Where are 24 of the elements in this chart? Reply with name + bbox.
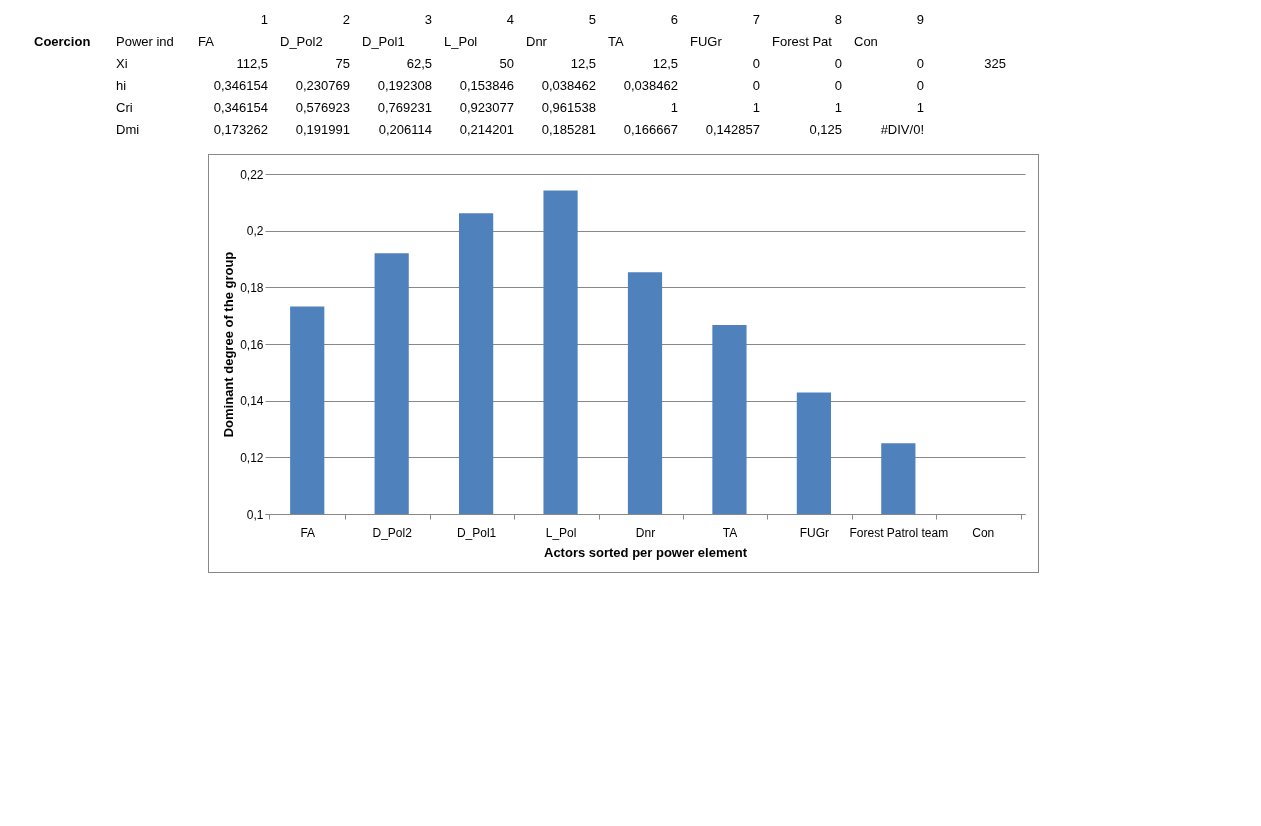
- x-axis-title: Actors sorted per power element: [544, 544, 748, 560]
- text: Xi 112,5 75 62,5 50 12,5 12,5 0 0 0 325: [116, 55, 1006, 71]
- y-tick-label: 0,1: [246, 507, 264, 522]
- x-tick-label: D_Pol2: [372, 525, 413, 540]
- x-tick-label: FA: [300, 525, 316, 540]
- text: 1 2 3 4 5 6 7 8 9: [260, 11, 924, 27]
- x-tick-label: L_Pol: [545, 525, 577, 540]
- y-axis-title: Dominant degree of the group: [221, 251, 237, 438]
- x-tick-label: TA: [722, 525, 738, 540]
- x-tick-label: FUGr: [799, 525, 830, 540]
- y-tick-label: 0,18: [240, 280, 264, 295]
- x-tick-label: Con: [972, 525, 995, 540]
- y-tick-label: 0,14: [240, 394, 264, 409]
- x-tick-label: Forest Patrol team: [849, 525, 949, 540]
- text: Cri 0,346154 0,576923 0,769231 0,923077 0,961538 1 1 1 1: [116, 99, 924, 115]
- text: Dmi 0,173262 0,191991 0,206114 0,214201 0,185281 0,166667 0,142857 0,125 #DIV/0!: [116, 121, 924, 137]
- y-tick-label: 0,16: [240, 337, 264, 352]
- x-tick-label: D_Pol1: [456, 525, 497, 540]
- y-tick-label: 0,2: [246, 224, 264, 239]
- y-tick-label: 0,22: [240, 167, 264, 182]
- x-tick-label: Dnr: [635, 525, 656, 540]
- text: hi 0,346154 0,230769 0,192308 0,153846 0,038462 0,038462 0 0 0: [116, 77, 924, 93]
- text: Coercion Power ind FA D_Pol2 D_Pol1 L_Pol Dnr TA FUGr Forest Pat Con: [34, 33, 878, 49]
- y-tick-label: 0,12: [240, 450, 264, 465]
